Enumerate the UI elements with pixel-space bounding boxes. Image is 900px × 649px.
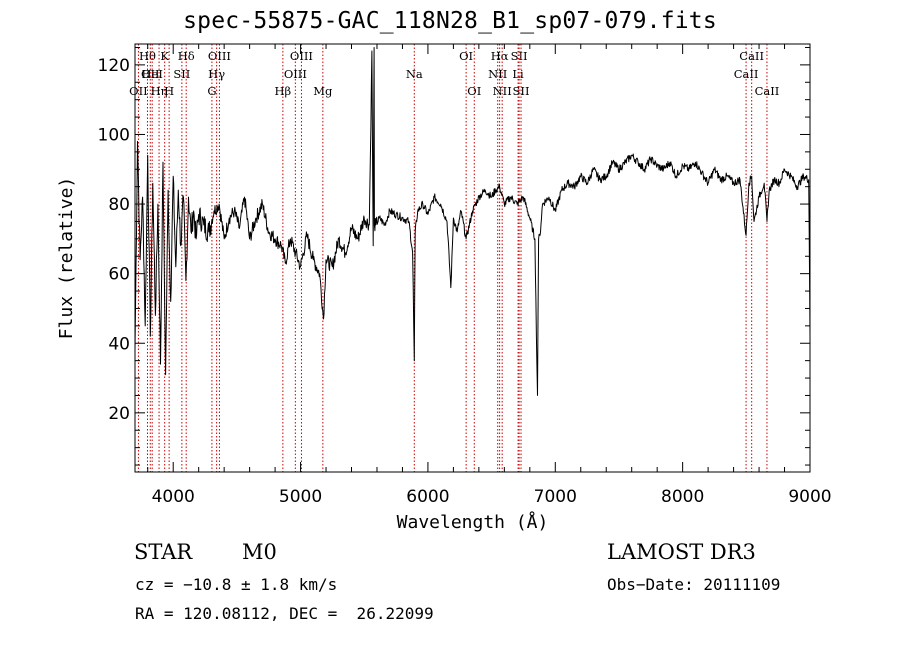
y-tick-label: 80 [108,195,130,215]
spectral-line-label: OI [459,49,473,63]
survey-name: LAMOST DR3 [607,540,756,564]
x-tick-label: 7000 [534,487,577,507]
spectral-line-label: SII [173,67,190,81]
spectral-line-label: Li [512,67,524,81]
x-tick-label: 5000 [279,487,322,507]
spectrum-line [134,47,811,396]
x-tick-label: 6000 [406,487,449,507]
y-tick-label: 120 [98,56,130,76]
spectral-line-label: K [160,49,169,63]
spectral-line-label: NII [493,84,512,98]
y-tick-label: 60 [108,265,130,285]
y-axis-title: Flux (relative) [56,177,77,340]
plot-frame [134,43,811,473]
spectral-line-label: OII [129,84,148,98]
y-tick-label: 40 [108,334,130,354]
spectral-line-label: SII [511,49,528,63]
spectral-line-label: Na [406,67,423,81]
spectral-line-label: OIII [290,49,313,63]
spectral-line-label: OII [141,67,160,81]
spectral-line-label: Hγ [208,67,225,81]
spectral-line-label: Hθ [139,49,156,63]
spectral-line-label: Mg [313,84,333,98]
spectral-line-label: G [207,84,216,98]
chart-title: spec-55875-GAC_118N28_B1_sp07-079.fits [183,8,717,34]
redshift-text: cz = −10.8 ± 1.8 km/s [135,575,338,594]
x-tick-label: 9000 [788,487,831,507]
spectral-line-label: H [164,84,174,98]
obs-date-text: Obs−Date: 20111109 [607,575,781,594]
x-tick-label: 4000 [152,487,195,507]
coordinates-text: RA = 120.08112, DEC = 26.22099 [135,604,434,623]
y-tick-label: 100 [98,125,130,145]
y-tick-label: 20 [108,404,130,424]
spectral-line-label: OIII [208,49,231,63]
object-subclass: M0 [242,540,277,564]
spectral-line-label: Hη [151,84,168,98]
spectral-line-label: CaII [734,67,759,81]
spectral-line-label: OI [467,84,481,98]
spectral-line-label: CaII [755,84,780,98]
spectral-line-label: Hα [491,49,509,63]
spectral-line-label: Hδ [178,49,195,63]
spectral-line-label: Hβ [275,84,292,98]
spectral-line-label: HeI [141,67,162,81]
spectral-line-label: SII [513,84,530,98]
object-class: STAR [134,540,193,564]
x-axis-title: Wavelength (Å) [397,511,549,533]
spectral-line-label: NII [488,67,507,81]
spectral-line-label: OIII [284,67,307,81]
x-tick-label: 8000 [661,487,704,507]
spectral-line-label: CaII [739,49,764,63]
